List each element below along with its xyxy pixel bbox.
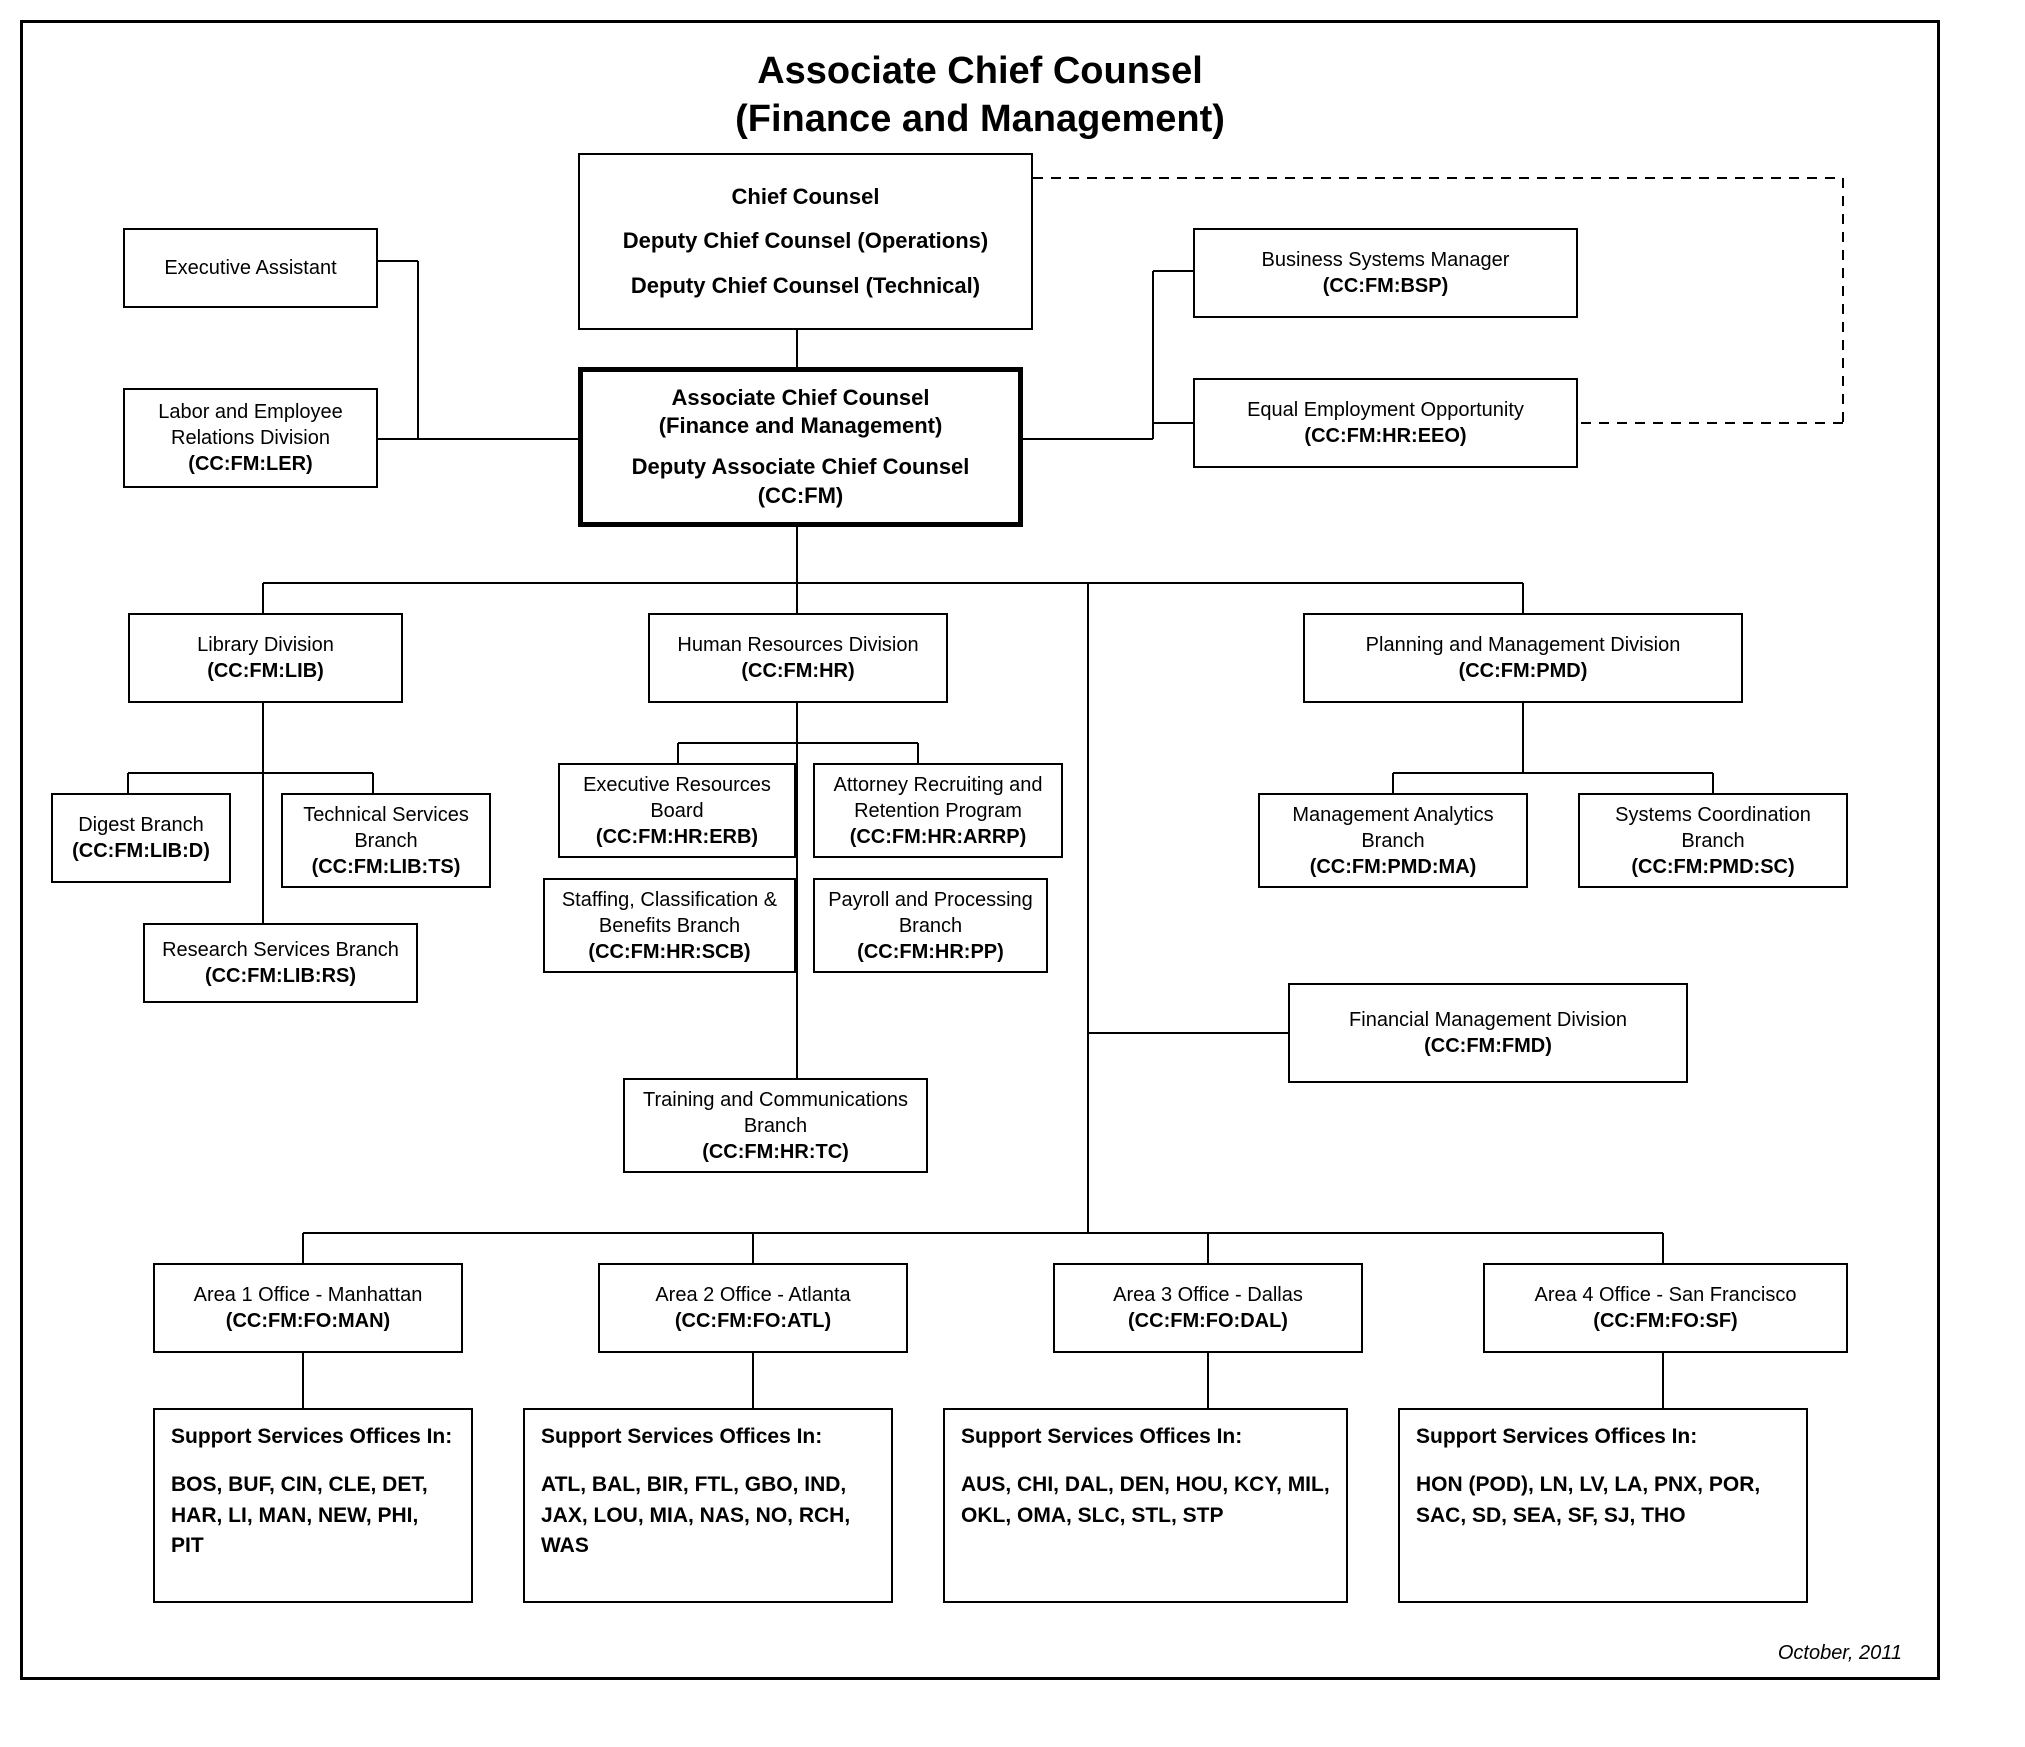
cc-line3: Deputy Chief Counsel (Technical) <box>588 272 1023 301</box>
rs-box: Research Services Branch (CC:FM:LIB:RS) <box>143 923 418 1003</box>
arrp-code: (CC:FM:HR:ARRP) <box>823 824 1053 850</box>
a2-code: (CC:FM:FO:ATL) <box>608 1308 898 1334</box>
erb-code: (CC:FM:HR:ERB) <box>568 824 786 850</box>
erb-box: Executive Resources Board (CC:FM:HR:ERB) <box>558 763 796 858</box>
ma-code: (CC:FM:PMD:MA) <box>1268 854 1518 880</box>
scb-name: Staffing, Classification & Benefits Bran… <box>553 887 786 939</box>
a4-name: Area 4 Office - San Francisco <box>1493 1282 1838 1308</box>
cc-line1: Chief Counsel <box>588 183 1023 212</box>
a3-code: (CC:FM:FO:DAL) <box>1063 1308 1353 1334</box>
rs-name: Research Services Branch <box>153 937 408 963</box>
fmd-box: Financial Management Division (CC:FM:FMD… <box>1288 983 1688 1083</box>
scb-box: Staffing, Classification & Benefits Bran… <box>543 878 796 973</box>
ler-box: Labor and Employee Relations Division (C… <box>123 388 378 488</box>
pp-name: Payroll and Processing Branch <box>823 887 1038 939</box>
cc-line2: Deputy Chief Counsel (Operations) <box>588 227 1023 256</box>
tc-code: (CC:FM:HR:TC) <box>633 1139 918 1165</box>
exec-assistant-box: Executive Assistant <box>123 228 378 308</box>
ler-name: Labor and Employee Relations Division <box>133 399 368 451</box>
sc-box: Systems Coordination Branch (CC:FM:PMD:S… <box>1578 793 1848 888</box>
digest-box: Digest Branch (CC:FM:LIB:D) <box>51 793 231 883</box>
acc-l2: (Finance and Management) <box>591 412 1010 441</box>
s2-list: ATL, BAL, BIR, FTL, GBO, IND, JAX, LOU, … <box>541 1470 875 1561</box>
ea-label: Executive Assistant <box>133 255 368 281</box>
s4-list: HON (POD), LN, LV, LA, PNX, POR, SAC, SD… <box>1416 1470 1790 1531</box>
pmd-code: (CC:FM:PMD) <box>1313 658 1733 684</box>
ma-box: Management Analytics Branch (CC:FM:PMD:M… <box>1258 793 1528 888</box>
s4-hdr: Support Services Offices In: <box>1416 1422 1790 1452</box>
hr-box: Human Resources Division (CC:FM:HR) <box>648 613 948 703</box>
arrp-name: Attorney Recruiting and Retention Progra… <box>823 772 1053 824</box>
eeo-box: Equal Employment Opportunity (CC:FM:HR:E… <box>1193 378 1578 468</box>
scb-code: (CC:FM:HR:SCB) <box>553 939 786 965</box>
bsm-box: Business Systems Manager (CC:FM:BSP) <box>1193 228 1578 318</box>
support3-box: Support Services Offices In: AUS, CHI, D… <box>943 1408 1348 1603</box>
bsm-name: Business Systems Manager <box>1203 247 1568 273</box>
a3-name: Area 3 Office - Dallas <box>1063 1282 1353 1308</box>
acc-code: (CC:FM) <box>591 482 1010 511</box>
pp-code: (CC:FM:HR:PP) <box>823 939 1038 965</box>
chart-date: October, 2011 <box>1778 1642 1902 1665</box>
pmd-name: Planning and Management Division <box>1313 632 1733 658</box>
digest-name: Digest Branch <box>61 812 221 838</box>
pmd-box: Planning and Management Division (CC:FM:… <box>1303 613 1743 703</box>
bsm-code: (CC:FM:BSP) <box>1203 273 1568 299</box>
s2-hdr: Support Services Offices In: <box>541 1422 875 1452</box>
area4-box: Area 4 Office - San Francisco (CC:FM:FO:… <box>1483 1263 1848 1353</box>
tc-box: Training and Communications Branch (CC:F… <box>623 1078 928 1173</box>
s3-hdr: Support Services Offices In: <box>961 1422 1330 1452</box>
hr-code: (CC:FM:HR) <box>658 658 938 684</box>
ler-code: (CC:FM:LER) <box>133 451 368 477</box>
acc-l1: Associate Chief Counsel <box>591 384 1010 413</box>
a1-code: (CC:FM:FO:MAN) <box>163 1308 453 1334</box>
lib-box: Library Division (CC:FM:LIB) <box>128 613 403 703</box>
ma-name: Management Analytics Branch <box>1268 802 1518 854</box>
hr-name: Human Resources Division <box>658 632 938 658</box>
ts-box: Technical Services Branch (CC:FM:LIB:TS) <box>281 793 491 888</box>
s3-list: AUS, CHI, DAL, DEN, HOU, KCY, MIL, OKL, … <box>961 1470 1330 1531</box>
eeo-code: (CC:FM:HR:EEO) <box>1203 423 1568 449</box>
area1-box: Area 1 Office - Manhattan (CC:FM:FO:MAN) <box>153 1263 463 1353</box>
pp-box: Payroll and Processing Branch (CC:FM:HR:… <box>813 878 1048 973</box>
s1-hdr: Support Services Offices In: <box>171 1422 455 1452</box>
s1-list: BOS, BUF, CIN, CLE, DET, HAR, LI, MAN, N… <box>171 1470 455 1561</box>
title-line1: Associate Chief Counsel <box>53 48 1907 96</box>
a1-name: Area 1 Office - Manhattan <box>163 1282 453 1308</box>
support1-box: Support Services Offices In: BOS, BUF, C… <box>153 1408 473 1603</box>
lib-name: Library Division <box>138 632 393 658</box>
digest-code: (CC:FM:LIB:D) <box>61 838 221 864</box>
lib-code: (CC:FM:LIB) <box>138 658 393 684</box>
chief-counsel-box: Chief Counsel Deputy Chief Counsel (Oper… <box>578 153 1033 330</box>
a4-code: (CC:FM:FO:SF) <box>1493 1308 1838 1334</box>
tc-name: Training and Communications Branch <box>633 1087 918 1139</box>
support4-box: Support Services Offices In: HON (POD), … <box>1398 1408 1808 1603</box>
ts-name: Technical Services Branch <box>291 802 481 854</box>
org-chart-page: Associate Chief Counsel (Finance and Man… <box>20 20 1940 1680</box>
ts-code: (CC:FM:LIB:TS) <box>291 854 481 880</box>
fmd-code: (CC:FM:FMD) <box>1298 1033 1678 1059</box>
sc-name: Systems Coordination Branch <box>1588 802 1838 854</box>
erb-name: Executive Resources Board <box>568 772 786 824</box>
area2-box: Area 2 Office - Atlanta (CC:FM:FO:ATL) <box>598 1263 908 1353</box>
a2-name: Area 2 Office - Atlanta <box>608 1282 898 1308</box>
acc-l3: Deputy Associate Chief Counsel <box>591 453 1010 482</box>
sc-code: (CC:FM:PMD:SC) <box>1588 854 1838 880</box>
chart-title: Associate Chief Counsel (Finance and Man… <box>53 48 1907 143</box>
arrp-box: Attorney Recruiting and Retention Progra… <box>813 763 1063 858</box>
fmd-name: Financial Management Division <box>1298 1007 1678 1033</box>
support2-box: Support Services Offices In: ATL, BAL, B… <box>523 1408 893 1603</box>
rs-code: (CC:FM:LIB:RS) <box>153 963 408 989</box>
area3-box: Area 3 Office - Dallas (CC:FM:FO:DAL) <box>1053 1263 1363 1353</box>
title-line2: (Finance and Management) <box>53 96 1907 144</box>
eeo-name: Equal Employment Opportunity <box>1203 397 1568 423</box>
acc-box: Associate Chief Counsel (Finance and Man… <box>578 367 1023 527</box>
